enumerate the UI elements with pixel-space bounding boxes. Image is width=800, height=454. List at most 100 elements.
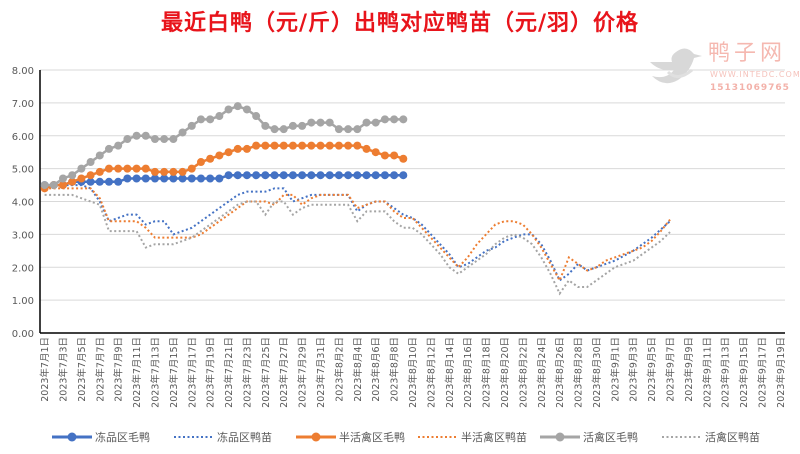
y-tick-label: 8.00	[12, 66, 34, 77]
data-point	[362, 171, 371, 180]
x-tick-label: 2023年9月9日	[683, 337, 695, 402]
data-point	[279, 171, 288, 180]
x-tick-label: 2023年8月2日	[333, 337, 345, 402]
x-tick-label: 2023年7月11日	[131, 337, 143, 408]
legend-marker	[311, 432, 321, 442]
data-point	[123, 135, 132, 144]
series-line-dotted	[44, 193, 671, 296]
data-point	[150, 135, 159, 144]
x-tick-label: 2023年9月15日	[738, 337, 750, 408]
x-tick-label: 2023年7月5日	[76, 337, 88, 402]
data-point	[114, 141, 123, 150]
legend-label: 半活禽区毛鸭	[339, 430, 405, 444]
x-tick-label: 2023年7月17日	[186, 337, 198, 408]
data-point	[123, 164, 132, 173]
data-point	[160, 167, 169, 176]
data-point	[252, 112, 261, 121]
data-point	[242, 171, 251, 180]
data-point	[380, 151, 389, 160]
legend-label: 冻品区鸭苗	[217, 430, 272, 444]
data-point	[215, 174, 224, 183]
data-point	[196, 174, 205, 183]
x-tick-label: 2023年8月8日	[389, 337, 401, 402]
legend-label: 活禽区毛鸭	[583, 430, 638, 444]
data-point	[288, 171, 297, 180]
series-line	[44, 144, 404, 190]
data-point	[86, 158, 95, 167]
data-point	[371, 171, 380, 180]
y-tick-label: 4.00	[12, 198, 34, 209]
data-point	[353, 171, 362, 180]
legend-label: 冻品区毛鸭	[95, 430, 150, 444]
x-tick-label: 2023年9月7日	[665, 337, 677, 402]
data-point	[77, 174, 86, 183]
series-line	[44, 104, 404, 187]
data-point	[160, 135, 169, 144]
data-point	[68, 177, 77, 186]
data-point	[187, 174, 196, 183]
x-tick-label: 2023年7月1日	[39, 337, 51, 402]
data-point	[86, 177, 95, 186]
data-point	[169, 135, 178, 144]
data-point	[334, 141, 343, 150]
data-point	[252, 141, 261, 150]
data-point	[178, 167, 187, 176]
x-tick-label: 2023年8月14日	[444, 337, 456, 408]
data-point	[150, 167, 159, 176]
y-tick-label: 1.00	[12, 296, 34, 307]
data-point	[399, 154, 408, 163]
data-point	[132, 131, 141, 140]
data-point	[169, 174, 178, 183]
data-point	[233, 102, 242, 111]
data-point	[58, 174, 67, 183]
x-tick-label: 2023年7月3日	[57, 337, 69, 402]
logo-name: 鸭子网	[708, 41, 787, 66]
data-point	[141, 174, 150, 183]
data-point	[252, 171, 261, 180]
data-point	[49, 181, 58, 190]
data-point	[399, 115, 408, 124]
y-tick-label: 3.00	[12, 230, 34, 241]
series-line	[44, 173, 404, 187]
data-point	[104, 177, 113, 186]
watermark-logo: 鸭子网 WWW.INTEDC.COM 15131069765	[648, 42, 800, 98]
data-point	[242, 144, 251, 153]
data-point	[270, 141, 279, 150]
x-tick-label: 2023年9月3日	[628, 337, 640, 402]
data-point	[233, 171, 242, 180]
data-point	[233, 144, 242, 153]
data-point	[40, 181, 49, 190]
data-point	[288, 141, 297, 150]
data-point	[270, 171, 279, 180]
data-point	[114, 164, 123, 173]
data-point	[77, 164, 86, 173]
x-tick-label: 2023年8月6日	[370, 337, 382, 402]
data-point	[95, 177, 104, 186]
data-point	[169, 167, 178, 176]
data-point	[344, 141, 353, 150]
x-tick-label: 2023年7月23日	[241, 337, 253, 408]
data-point	[196, 115, 205, 124]
y-tick-label: 6.00	[12, 132, 34, 143]
x-tick-label: 2023年9月17日	[757, 337, 769, 408]
data-point	[270, 125, 279, 134]
data-point	[95, 167, 104, 176]
data-point	[206, 115, 215, 124]
x-tick-label: 2023年8月28日	[573, 337, 585, 408]
x-tick-label: 2023年8月24日	[536, 337, 548, 408]
data-point	[114, 177, 123, 186]
data-point	[371, 118, 380, 127]
data-point	[325, 118, 334, 127]
data-point	[344, 125, 353, 134]
data-point	[316, 171, 325, 180]
x-tick-label: 2023年8月22日	[517, 337, 529, 408]
data-point	[325, 171, 334, 180]
data-point	[390, 115, 399, 124]
data-point	[68, 171, 77, 180]
data-point	[178, 174, 187, 183]
x-tick-label: 2023年7月27日	[278, 337, 290, 408]
data-point	[187, 164, 196, 173]
data-point	[298, 141, 307, 150]
legend-marker	[67, 432, 77, 442]
